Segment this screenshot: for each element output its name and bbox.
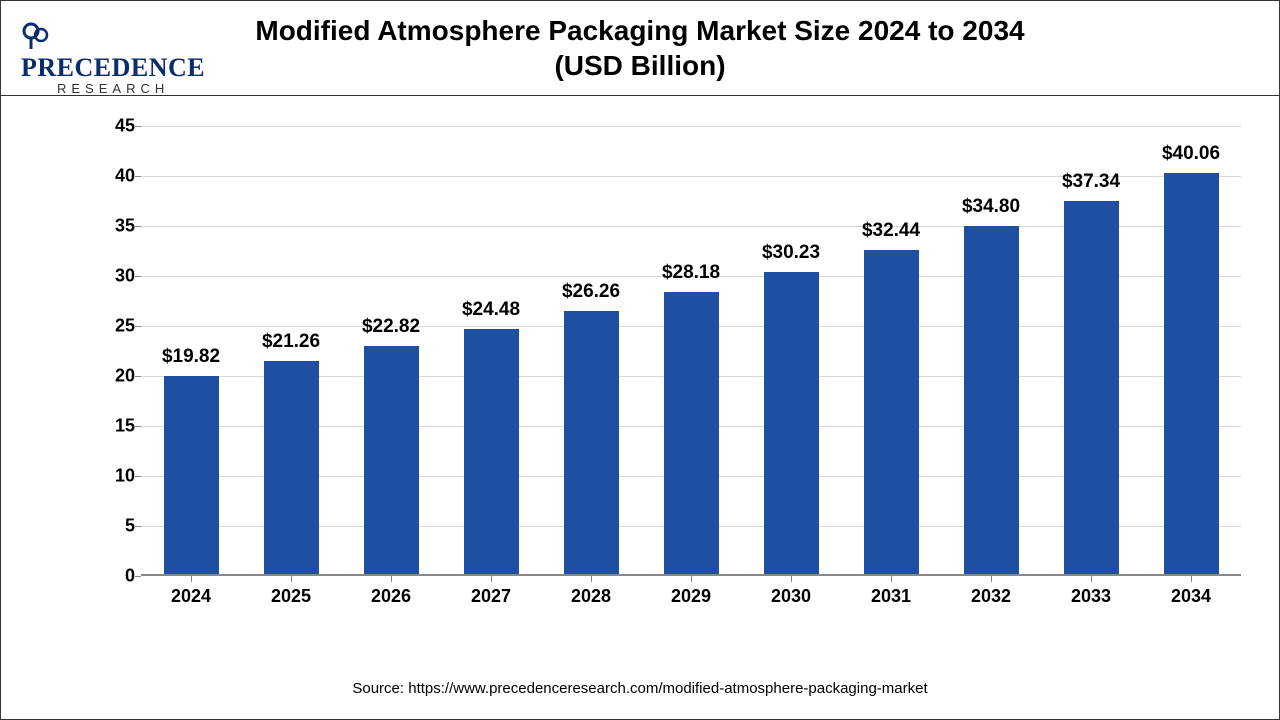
chart-area: 051015202530354045$19.82$21.26$22.82$24.… [91,126,1241,616]
x-tick-mark [891,576,892,582]
y-tick-label: 10 [101,466,135,487]
x-tick-mark [291,576,292,582]
y-tick-mark [135,226,141,227]
bar-value-label: $24.48 [441,299,541,321]
x-tick-mark [991,576,992,582]
y-tick-mark [135,126,141,127]
x-tick-label: 2027 [441,586,541,607]
source-text: Source: https://www.precedenceresearch.c… [1,680,1279,697]
logo-main-text: PRECEDENCE [21,21,221,83]
y-tick-mark [135,176,141,177]
bar [764,272,819,574]
chart-frame: PRECEDENCE RESEARCH Modified Atmosphere … [0,0,1280,720]
y-tick-label: 25 [101,316,135,337]
bar [264,361,319,574]
bar-value-label: $32.44 [841,220,941,242]
bar-value-label: $21.26 [241,331,341,353]
y-tick-label: 35 [101,216,135,237]
x-tick-mark [491,576,492,582]
y-tick-label: 40 [101,166,135,187]
bar [1064,201,1119,574]
logo-sub-text: RESEARCH [57,81,221,96]
x-tick-mark [1191,576,1192,582]
bar [364,346,419,574]
y-tick-mark [135,326,141,327]
title-line-1: Modified Atmosphere Packaging Market Siz… [255,15,1024,46]
bar [964,226,1019,574]
y-tick-mark [135,526,141,527]
logo-p-glyph [21,21,47,53]
y-tick-label: 5 [101,516,135,537]
bar-value-label: $26.26 [541,281,641,303]
x-tick-label: 2028 [541,586,641,607]
bar-value-label: $30.23 [741,242,841,264]
x-tick-mark [391,576,392,582]
x-tick-label: 2033 [1041,586,1141,607]
bar [164,376,219,574]
bar-value-label: $37.34 [1041,171,1141,193]
gridline [141,126,1241,127]
x-tick-label: 2030 [741,586,841,607]
y-tick-mark [135,476,141,477]
x-tick-label: 2032 [941,586,1041,607]
bar-value-label: $34.80 [941,196,1041,218]
x-tick-mark [1091,576,1092,582]
logo: PRECEDENCE RESEARCH [21,21,221,96]
x-tick-label: 2029 [641,586,741,607]
bar-value-label: $40.06 [1141,143,1241,165]
y-tick-mark [135,376,141,377]
x-tick-label: 2026 [341,586,441,607]
x-tick-label: 2034 [1141,586,1241,607]
x-tick-label: 2024 [141,586,241,607]
bar [464,329,519,574]
bar-value-label: $22.82 [341,316,441,338]
x-tick-mark [691,576,692,582]
x-tick-label: 2025 [241,586,341,607]
y-tick-mark [135,576,141,577]
bar [864,250,919,574]
x-tick-mark [591,576,592,582]
x-tick-label: 2031 [841,586,941,607]
y-tick-label: 30 [101,266,135,287]
title-line-2: (USD Billion) [554,50,725,81]
bar [664,292,719,574]
bar-value-label: $28.18 [641,262,741,284]
plot-region: 051015202530354045$19.82$21.26$22.82$24.… [141,126,1241,576]
x-tick-mark [191,576,192,582]
bar [564,311,619,574]
bar-value-label: $19.82 [141,346,241,368]
y-tick-label: 0 [101,566,135,587]
y-tick-mark [135,276,141,277]
logo-word: PRECEDENCE [21,53,205,82]
y-tick-label: 15 [101,416,135,437]
y-tick-label: 20 [101,366,135,387]
y-tick-label: 45 [101,116,135,137]
x-tick-mark [791,576,792,582]
y-tick-mark [135,426,141,427]
bar [1164,173,1219,574]
header: PRECEDENCE RESEARCH Modified Atmosphere … [1,1,1279,96]
